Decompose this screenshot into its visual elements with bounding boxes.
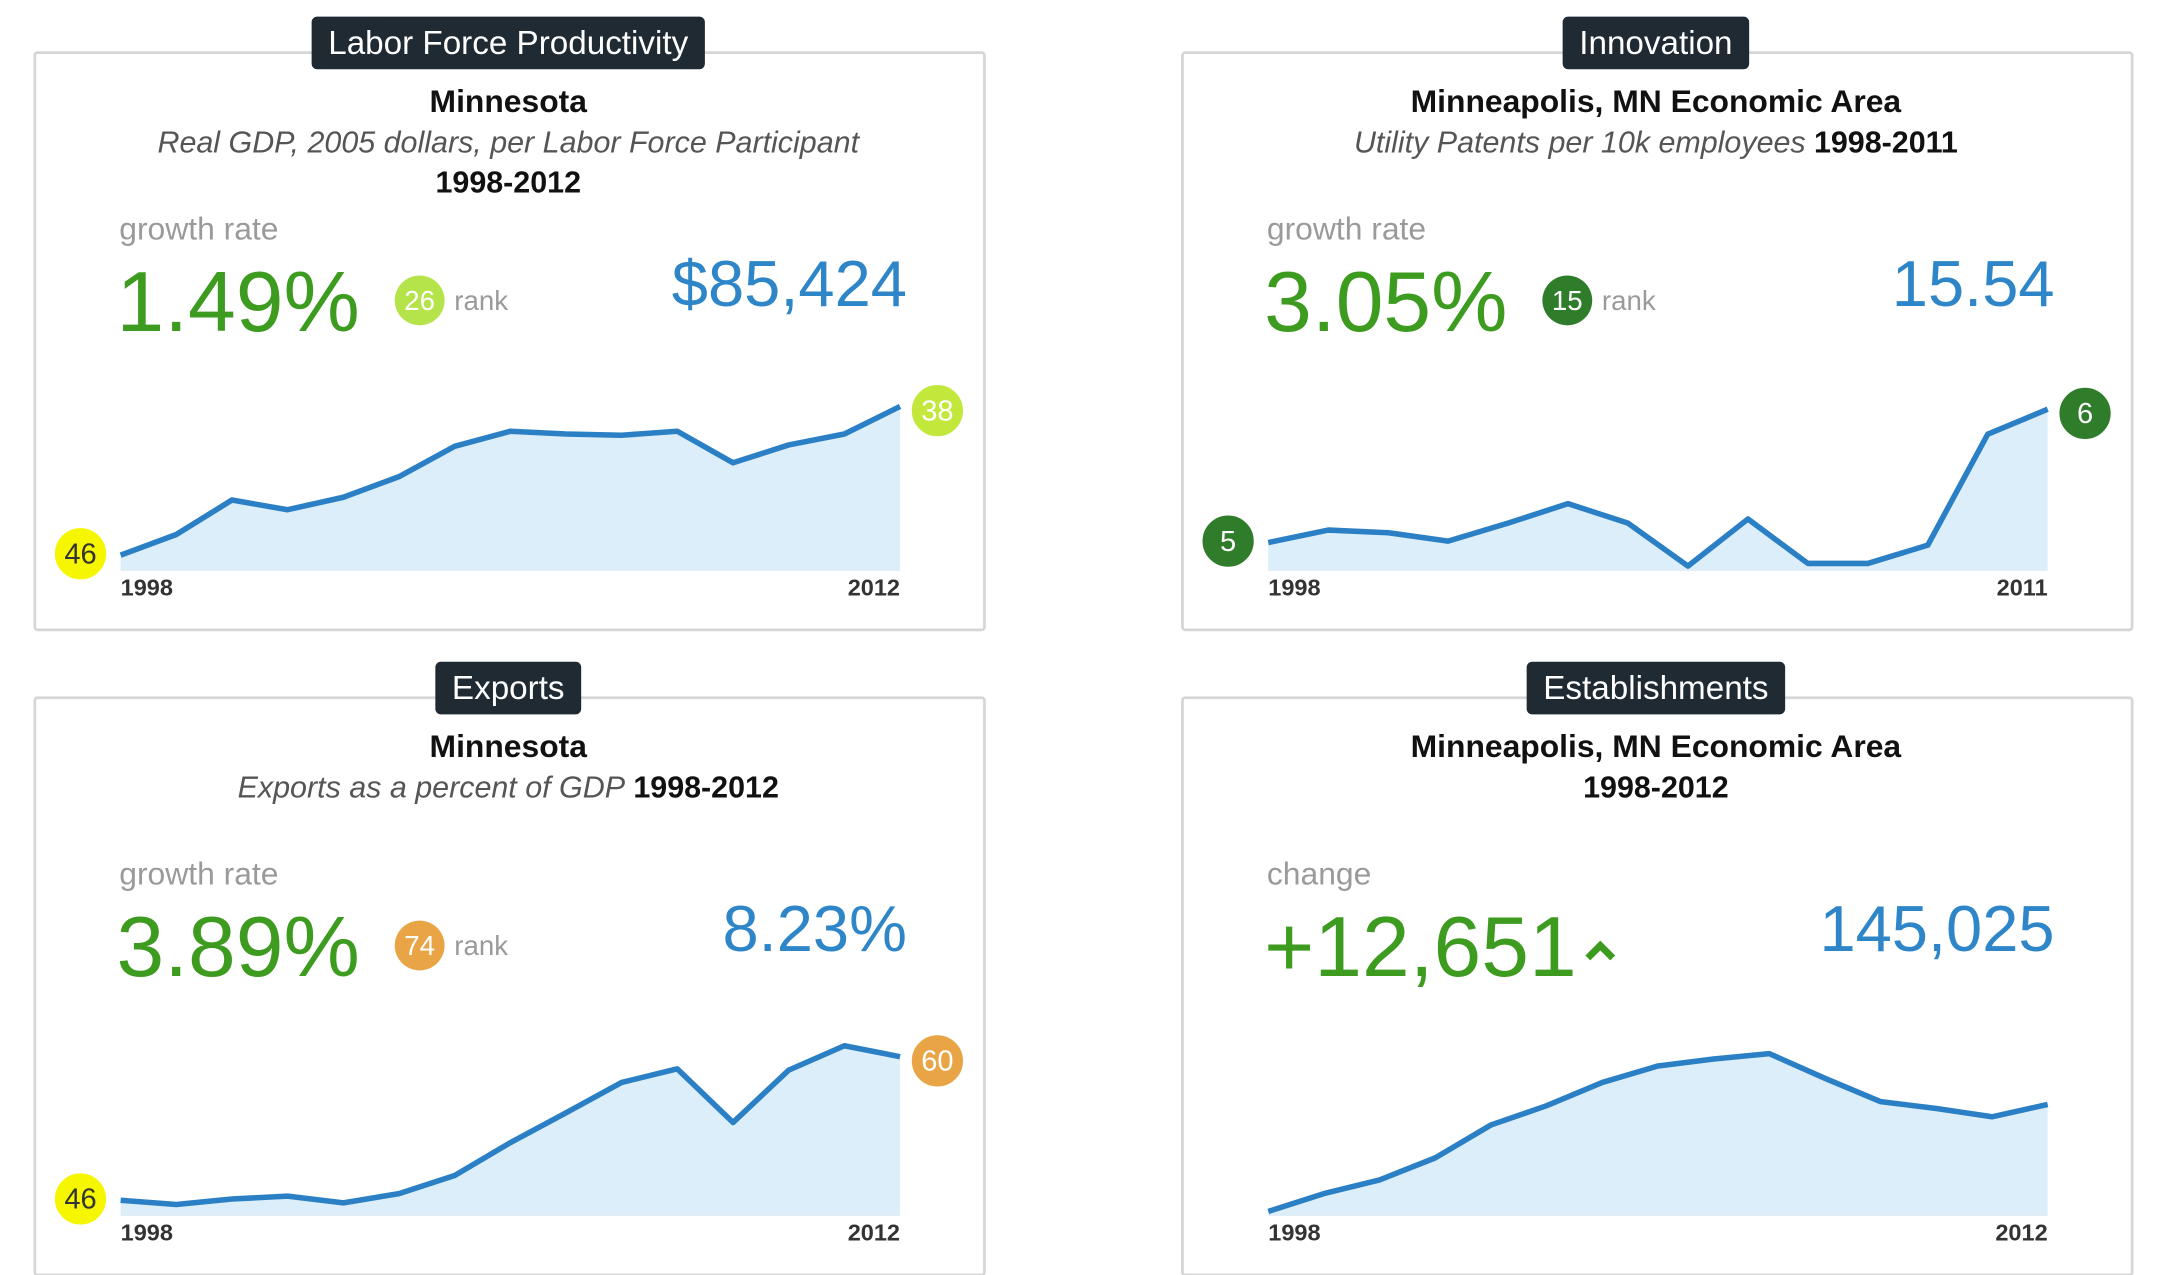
area [120, 1045, 901, 1216]
tab-background [1562, 16, 1750, 70]
rank-badge [1542, 275, 1593, 326]
metric-label: growth rate [119, 856, 278, 892]
region: Minneapolis, MN Economic Area [1411, 728, 1902, 764]
panel: Labor Force Productivity Minnesota Real GD… [33, 16, 986, 632]
period: 1998-2012 [633, 770, 779, 804]
line [120, 1042, 901, 1208]
metric-label: growth rate [119, 210, 278, 246]
panel: Exports Minnesota Exports as a percent of … [33, 661, 986, 1275]
rank-number: 6 [2077, 398, 2093, 430]
rank-badge [2058, 386, 2113, 441]
metric-label: growth rate [1267, 210, 1426, 246]
panel: Establishments Minneapolis, MN Economic A… [1181, 661, 2134, 1275]
rank-badge [53, 1171, 108, 1226]
area [1268, 1053, 2048, 1216]
rank-badge [910, 383, 965, 438]
current-value: 8.23% [723, 892, 907, 965]
rank-badge [53, 526, 108, 581]
rank-number: 5 [1220, 526, 1236, 558]
current-value: 15.54 [1892, 247, 2055, 320]
x-tick-label: 1998 [121, 574, 173, 600]
rank-caption: rank [1602, 285, 1656, 316]
x-tick-label: 2012 [848, 574, 900, 600]
description-line: Real GDP, 2005 dollars, per Labor Force … [157, 125, 860, 159]
metric-value: 3.89% [116, 899, 359, 995]
tab-background [311, 16, 705, 70]
description: Utility Patents per 10k employees [1354, 125, 1806, 159]
x-tick-label: 2012 [1995, 1219, 2047, 1245]
period: 1998-2012 [1583, 770, 1729, 804]
x-tick-label: 1998 [1268, 574, 1320, 600]
x-tick-label: 1998 [1268, 1219, 1320, 1245]
tab-title: Innovation [1579, 25, 1732, 62]
rank-badge [910, 1033, 965, 1088]
panel: Innovation Minneapolis, MN Economic Area U… [1181, 16, 2134, 632]
description-line: Utility Patents per 10k employees 1998-20… [1354, 125, 1958, 159]
up-chevron [1585, 940, 1616, 961]
rank-number: 46 [64, 1184, 96, 1216]
rank-caption: rank [454, 930, 508, 961]
line [119, 403, 902, 558]
metric-value: 1.49% [116, 254, 359, 350]
description: Real GDP, 2005 dollars, per Labor Force … [157, 125, 860, 159]
rank-number: 26 [404, 285, 435, 316]
tab-title: Exports [452, 670, 565, 707]
period: 1998-2011 [1814, 125, 1958, 159]
rank-number: 38 [921, 395, 953, 427]
tab-background [435, 661, 582, 715]
rank-number: 46 [64, 538, 96, 570]
metric-label: change [1267, 856, 1371, 892]
description: Exports as a percent of GDP [238, 770, 626, 804]
period: 1998-2012 [435, 165, 581, 199]
rank-number: 60 [921, 1046, 953, 1078]
rank-caption: rank [454, 285, 508, 316]
rank-number: 74 [404, 930, 435, 961]
line [1267, 406, 2049, 569]
region: Minnesota [430, 728, 588, 764]
current-value: 145,025 [1819, 892, 2054, 965]
line [1267, 1050, 2049, 1215]
area [1268, 409, 2048, 571]
description-line: Exports as a percent of GDP 1998-2012 [238, 770, 779, 804]
x-tick-label: 1998 [121, 1219, 173, 1245]
current-value: $85,424 [672, 247, 907, 320]
x-tick-label: 2011 [1997, 574, 2048, 600]
rank-badge [394, 920, 445, 971]
rank-badge [1201, 514, 1256, 569]
metric-value: +12,651 [1264, 899, 1577, 995]
x-tick-label: 2012 [848, 1219, 900, 1245]
region: Minneapolis, MN Economic Area [1411, 83, 1902, 119]
metric-value: 3.05% [1264, 254, 1507, 350]
tab-background [1526, 661, 1786, 715]
region: Minnesota [430, 83, 588, 119]
tab-title: Establishments [1543, 670, 1768, 707]
rank-number: 15 [1552, 285, 1583, 316]
rank-badge [394, 275, 445, 326]
tab-title: Labor Force Productivity [328, 25, 688, 62]
